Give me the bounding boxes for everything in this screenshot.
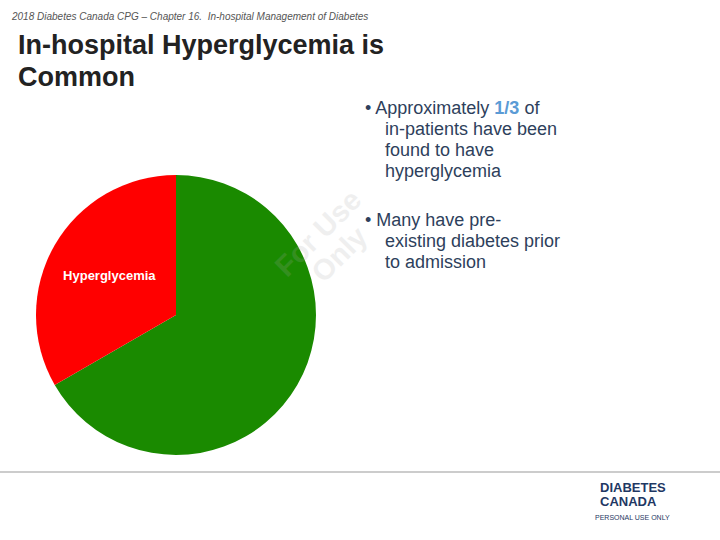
text-run: Only [305,220,373,288]
title-line: Common [18,62,135,92]
bullet: • Approximately 1/3 ofin-patients have b… [365,98,557,181]
text-run: existing diabetes prior [385,231,560,251]
bullet-line: existing diabetes prior [385,231,560,251]
text-run: hyperglycemia [385,161,502,181]
pie-slice [36,175,176,385]
subtitle: 2018 Diabetes Canada CPG – Chapter 16. I… [11,11,368,22]
text-run: • Approximately [365,98,494,118]
bullet-line: hyperglycemia [385,161,502,181]
logo: DIABETESCANADA PERSONAL USE ONLY [595,480,670,521]
logo-line: DIABETES [600,480,666,495]
text-run: CANADA [600,494,657,509]
text-run: in-patients have been [385,119,557,139]
bullet-line: found to have [385,140,494,160]
text-run: DIABETES [600,480,666,495]
footer-rule [0,471,720,473]
text-run: found to have [385,140,494,160]
text-run: 1/3 [494,98,519,118]
bullet-line: • Approximately 1/3 of [365,98,540,118]
bullet-line: in-patients have been [385,119,557,139]
bullet-line: to admission [385,252,486,272]
slice-label: Hyperglycemia [63,268,156,283]
bullet: • Many have pre-existing diabetes priort… [365,210,560,272]
slice-labels: Hyperglycemia [63,268,156,283]
annotations: • Approximately 1/3 ofin-patients have b… [268,98,670,521]
watermark: For UseOnly [268,183,388,303]
chart: 2018 Diabetes Canada CPG – Chapter 16. I… [0,0,720,540]
text-run: of [519,98,540,118]
logo-line: CANADA [600,494,657,509]
text-run: • Many have pre- [365,210,501,230]
bullet-line: • Many have pre- [365,210,501,230]
title: In-hospital Hyperglycemia isCommon [18,30,384,92]
pie [36,175,316,455]
logo-line: PERSONAL USE ONLY [595,514,670,521]
text-run: to admission [385,252,486,272]
text-run: PERSONAL USE ONLY [595,514,670,521]
title-line: In-hospital Hyperglycemia is [18,30,384,60]
watermark-line: Only [305,220,373,288]
